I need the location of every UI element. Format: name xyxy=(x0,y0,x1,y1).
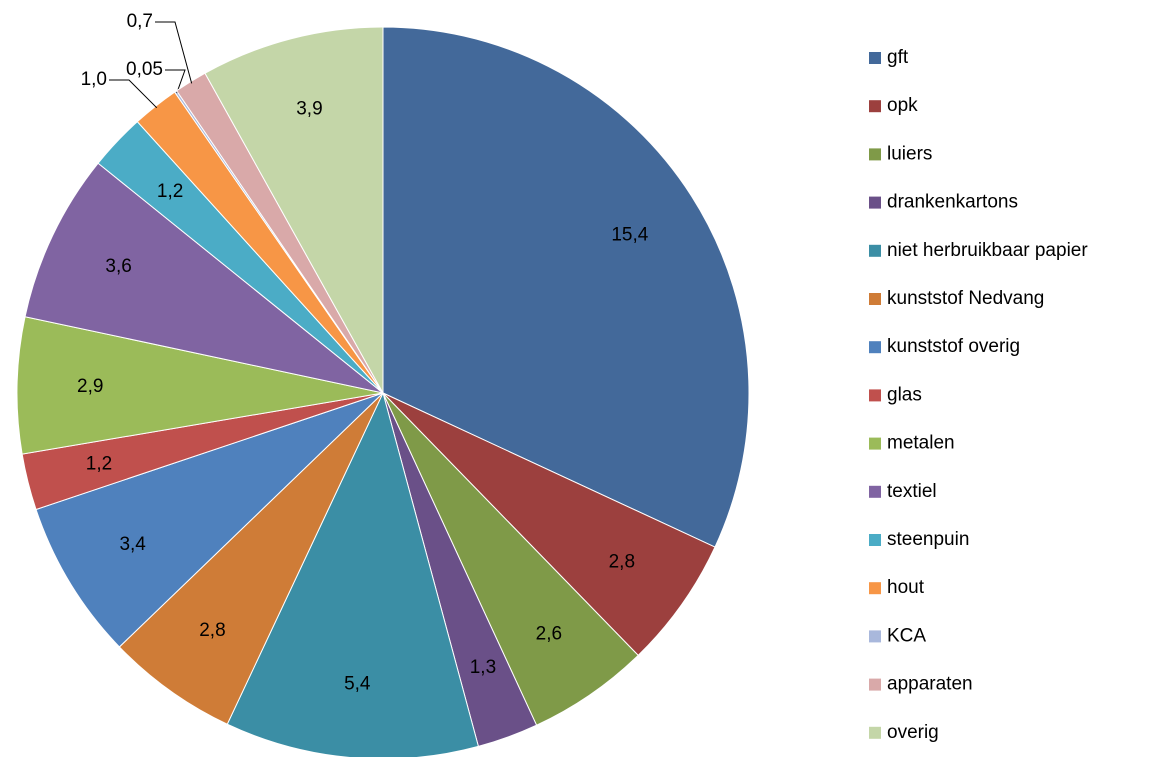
pie-slice xyxy=(382,26,750,548)
data-label: 3,6 xyxy=(105,256,131,277)
legend-label: drankenkartons xyxy=(887,192,1018,213)
legend-label: hout xyxy=(887,577,925,598)
legend-label: KCA xyxy=(887,625,926,646)
pie-slice xyxy=(118,392,384,725)
data-label: 0,05 xyxy=(126,59,163,80)
pie-slice xyxy=(24,162,384,394)
leader-line xyxy=(155,21,193,84)
legend-label: steenpuin xyxy=(887,529,969,550)
data-label: 3,4 xyxy=(119,534,146,555)
data-label: 0,7 xyxy=(127,11,153,32)
data-label: 1,3 xyxy=(470,657,496,678)
legend-label: overig xyxy=(887,722,939,743)
pie-slice xyxy=(16,316,384,455)
legend-swatch xyxy=(869,244,881,257)
legend-label: luiers xyxy=(887,143,932,164)
legend-label: kunststof Nedvang xyxy=(887,288,1044,309)
pie-slice xyxy=(226,391,480,757)
legend-swatch xyxy=(869,630,881,643)
data-label: 1,2 xyxy=(86,453,112,474)
data-label: 5,4 xyxy=(344,674,371,695)
leader-line xyxy=(109,79,158,109)
data-label: 1,0 xyxy=(81,69,107,90)
pie-slice xyxy=(204,26,384,395)
data-label: 3,9 xyxy=(296,99,322,120)
legend-swatch xyxy=(869,678,881,691)
data-label: 2,8 xyxy=(609,551,635,572)
legend-swatch xyxy=(869,534,881,546)
legend-label: metalen xyxy=(887,433,955,454)
legend-label: textiel xyxy=(887,481,937,502)
legend-label: opk xyxy=(887,95,918,116)
legend-label: kunststof overig xyxy=(887,336,1020,357)
data-label: 1,2 xyxy=(157,181,183,202)
legend-swatch xyxy=(869,437,881,450)
data-label: 2,9 xyxy=(77,376,103,397)
legend-label: glas xyxy=(887,384,922,405)
legend-label: gft xyxy=(887,47,909,68)
leader-line xyxy=(165,69,186,94)
pie-slice xyxy=(35,392,384,648)
legend-swatch xyxy=(869,389,881,402)
data-label: 2,6 xyxy=(536,623,562,644)
legend-swatch xyxy=(869,148,881,161)
legend-label: apparaten xyxy=(887,674,973,695)
legend-swatch xyxy=(869,726,881,739)
legend-swatch xyxy=(869,293,881,305)
pie-slice xyxy=(382,392,716,657)
legend-swatch xyxy=(869,52,881,64)
legend-swatch xyxy=(869,100,881,113)
data-label: 15,4 xyxy=(611,224,648,245)
data-label: 2,8 xyxy=(199,620,225,641)
legend-swatch xyxy=(869,341,881,354)
legend-swatch xyxy=(869,196,881,209)
legend-swatch xyxy=(869,485,881,498)
legend-swatch xyxy=(869,582,881,595)
legend-label: niet herbruikbaar papier xyxy=(887,240,1088,261)
